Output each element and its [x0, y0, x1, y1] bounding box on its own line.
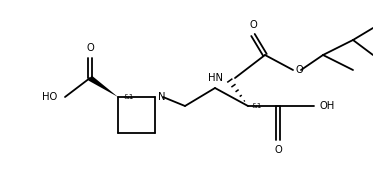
Text: O: O: [249, 20, 257, 30]
Text: &1: &1: [123, 94, 134, 100]
Text: N: N: [158, 92, 166, 102]
Text: O: O: [296, 65, 304, 75]
Text: O: O: [86, 43, 94, 53]
Polygon shape: [88, 76, 118, 97]
Text: &1: &1: [252, 103, 262, 109]
Text: HO: HO: [42, 92, 57, 102]
Text: OH: OH: [320, 101, 335, 111]
Text: HN: HN: [208, 73, 223, 83]
Text: O: O: [274, 145, 282, 155]
